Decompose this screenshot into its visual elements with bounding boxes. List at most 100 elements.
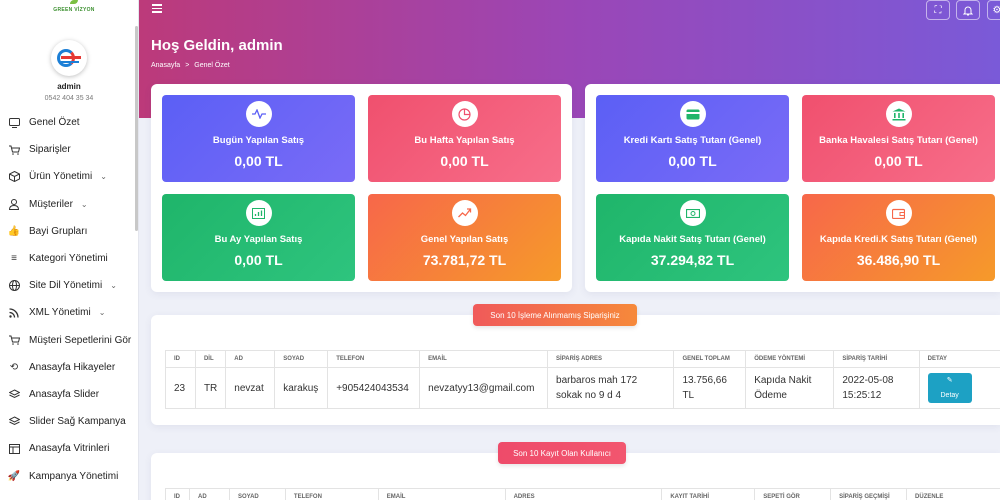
box-icon [8, 171, 20, 183]
chevron-down-icon: ⌄ [100, 172, 107, 182]
wallet-icon [885, 200, 912, 226]
stat-card-bank-transfer: Banka Havalesi Satış Tutarı (Genel) 0,00… [802, 95, 995, 182]
stat-value: 0,00 TL [874, 153, 923, 169]
stat-value: 0,00 TL [668, 153, 717, 169]
sidebar-item-site-dil-yonetimi[interactable]: Site Dil Yönetimi ⌄ [0, 272, 138, 299]
bell-icon[interactable] [956, 0, 980, 20]
order-id: 23 [165, 367, 196, 409]
rss-icon [8, 307, 20, 319]
layers-icon [8, 416, 20, 428]
sidebar-item-anasayfa-hikayeler[interactable]: ⟲ Anasayfa Hikayeler [0, 354, 138, 381]
column-header: EMAİL [377, 488, 506, 500]
sidebar-item-label: Ürün Yönetimi [29, 171, 93, 183]
column-header: GENEL TOPLAM [673, 350, 747, 368]
column-header: SİPARİŞ GEÇMİŞİ [830, 488, 908, 500]
column-header: SİPARİŞ ADRES [547, 350, 675, 368]
sidebar-item-slider-sag-kampanya[interactable]: Slider Sağ Kampanya [0, 408, 138, 435]
users-table: ID AD SOYAD TELEFON EMAİL ADRES KAYIT TA… [165, 488, 1000, 500]
stat-value: 0,00 TL [234, 252, 283, 268]
column-header: SOYAD [228, 488, 286, 500]
breadcrumb: Anasayfa > Genel Özet [151, 62, 230, 69]
column-header: ÖDEME YÖNTEMİ [745, 350, 835, 368]
sidebar-item-bayi-gruplari[interactable]: 👍 Bayi Grupları [0, 218, 138, 245]
column-header: SEPETİ GÖR [754, 488, 832, 500]
user-name: admin [57, 82, 81, 91]
column-header: ID [165, 350, 196, 368]
bank-icon [885, 101, 912, 127]
stat-card-month: Bu Ay Yapılan Satış 0,00 TL [162, 194, 355, 281]
breadcrumb-home[interactable]: Anasayfa [151, 62, 181, 69]
logo-text: GREEN VİZYON [53, 7, 95, 13]
stat-value: 36.486,90 TL [856, 252, 941, 268]
users-section-title: Son 10 Kayıt Olan Kullanıcı [498, 442, 626, 464]
stat-value: 0,00 TL [440, 153, 489, 169]
order-address: barbaros mah 172 sokak no 9 d 4 [547, 367, 675, 409]
sidebar-item-anasayfa-vitrinleri[interactable]: Anasayfa Vitrinleri [0, 435, 138, 462]
sidebar-item-kampanya-yonetimi[interactable]: 🚀 Kampanya Yönetimi [0, 462, 138, 489]
avatar[interactable] [51, 40, 87, 76]
history-icon: ⟲ [9, 361, 19, 373]
stat-label: Bu Ay Yapılan Satış [214, 234, 303, 245]
stat-label: Genel Yapılan Satış [420, 234, 509, 245]
sidebar-item-label: Müşteriler [29, 198, 73, 210]
sidebar-item-genel-ozet[interactable]: Genel Özet [0, 109, 138, 136]
fullscreen-icon[interactable]: ⛶ [926, 0, 950, 20]
stat-card-credit-card: Kredi Kartı Satış Tutarı (Genel) 0,00 TL [596, 95, 789, 182]
stat-card-cash-on-delivery: Kapıda Nakit Satış Tutarı (Genel) 37.294… [596, 194, 789, 281]
detail-button[interactable]: ✎ Detay [927, 373, 972, 403]
sidebar-item-urun-yonetimi[interactable]: Ürün Yönetimi ⌄ [0, 163, 138, 190]
column-header: TELEFON [284, 488, 379, 500]
sidebar-item-label: Kampanya Yönetimi [29, 470, 119, 482]
globe-icon [8, 280, 20, 292]
column-header: AD [188, 488, 230, 500]
stat-value: 37.294,82 TL [650, 252, 735, 268]
sidebar: GREEN VİZYON admin 0542 404 35 34 Genel … [0, 0, 139, 500]
sidebar-item-label: Anasayfa Hikayeler [29, 361, 116, 373]
table-header-row: ID DİL AD SOYAD TELEFON EMAİL SİPARİŞ AD… [165, 350, 1000, 368]
menu-icon[interactable] [152, 4, 162, 15]
column-header: ADRES [504, 488, 663, 500]
stat-label: Kapıda Nakit Satış Tutarı (Genel) [619, 234, 766, 245]
user-phone: 0542 404 35 34 [44, 95, 94, 102]
stat-label: Kredi Kartı Satış Tutarı (Genel) [623, 135, 762, 146]
brand-logo[interactable]: GREEN VİZYON [0, 0, 138, 26]
sidebar-scrollbar[interactable] [135, 26, 138, 231]
cart-icon [8, 334, 20, 346]
stats-panel-left: Bugün Yapılan Satış 0,00 TL Bu Hafta Yap… [151, 84, 572, 292]
order-detail-cell: ✎ Detay [918, 367, 1000, 409]
sidebar-item-label: Siparişler [29, 144, 71, 156]
stat-label: Bugün Yapılan Satış [212, 135, 305, 146]
stat-card-today: Bugün Yapılan Satış 0,00 TL [162, 95, 355, 182]
sidebar-item-xml-yonetimi[interactable]: XML Yönetimi ⌄ [0, 299, 138, 326]
column-header: SİPARİŞ TARİHİ [833, 350, 920, 368]
credit-card-icon [679, 101, 706, 127]
rocket-icon: 🚀 [7, 470, 21, 482]
sidebar-item-label: Anasayfa Slider [29, 388, 100, 400]
stat-card-total: Genel Yapılan Satış 73.781,72 TL [368, 194, 561, 281]
settings-icon[interactable]: ⚙ [987, 0, 1000, 20]
sidebar-item-label: Kategori Yönetimi [29, 253, 108, 265]
breadcrumb-separator: > [185, 62, 190, 69]
column-header: DÜZENLE [906, 488, 1000, 500]
table-row: 23 TR nevzat karakuş +905424043534 nevza… [165, 367, 1000, 409]
bar-chart-icon [245, 200, 272, 226]
list-icon: ≡ [11, 253, 17, 265]
sidebar-menu: Genel Özet Siparişler Ürün Yönetimi ⌄ Mü… [0, 109, 138, 490]
orders-table: ID DİL AD SOYAD TELEFON EMAİL SİPARİŞ AD… [165, 350, 1000, 409]
sidebar-item-anasayfa-slider[interactable]: Anasayfa Slider [0, 381, 138, 408]
sidebar-item-label: Anasayfa Vitrinleri [29, 443, 110, 455]
order-name: nevzat [225, 367, 276, 409]
orders-section-title: Son 10 İşleme Alınmamış Siparişiniz [473, 304, 637, 326]
sidebar-item-kategori-yonetimi[interactable]: ≡ Kategori Yönetimi [0, 245, 138, 272]
stats-panel-right: Kredi Kartı Satış Tutarı (Genel) 0,00 TL… [585, 84, 1000, 292]
sidebar-item-siparisler[interactable]: Siparişler [0, 136, 138, 163]
column-header: AD [225, 350, 276, 368]
column-header: ID [165, 488, 190, 500]
chevron-down-icon: ⌄ [80, 199, 88, 209]
stat-card-week: Bu Hafta Yapılan Satış 0,00 TL [368, 95, 561, 182]
sidebar-item-musteriler[interactable]: Müşteriler ⌄ [0, 191, 138, 218]
order-phone: +905424043534 [327, 367, 421, 409]
user-icon [8, 198, 20, 210]
sidebar-item-musteri-sepetleri[interactable]: Müşteri Sepetlerini Gör [0, 327, 138, 354]
detail-button-label: Detay [940, 392, 959, 399]
